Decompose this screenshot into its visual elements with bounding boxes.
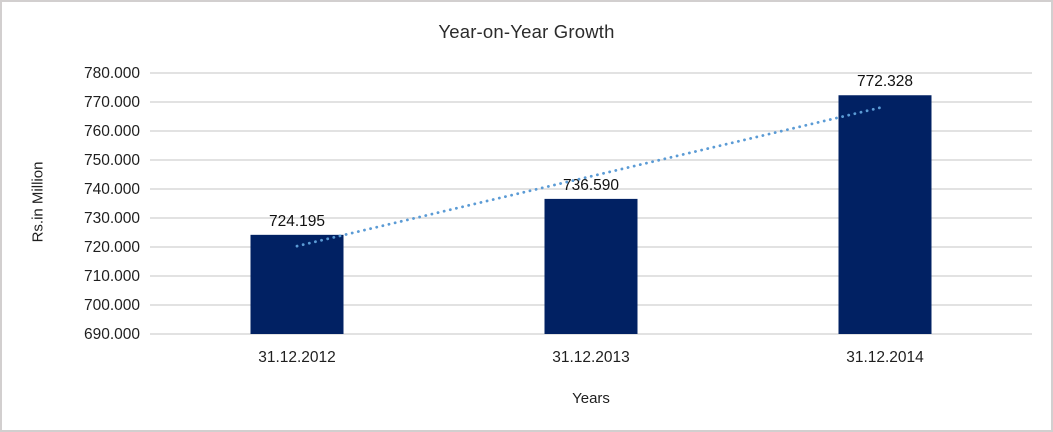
data-label: 736.590 (563, 177, 619, 194)
x-tick-label: 31.12.2013 (552, 349, 630, 366)
y-tick-label: 700.000 (84, 297, 140, 314)
bar-31.12.2014[interactable] (838, 95, 932, 334)
y-tick-label: 720.000 (84, 239, 140, 256)
bar-31.12.2013[interactable] (544, 198, 638, 334)
y-tick-label: 770.000 (84, 94, 140, 111)
y-tick-label: 690.000 (84, 326, 140, 343)
y-tick-label: 780.000 (84, 65, 140, 82)
y-tick-label: 740.000 (84, 181, 140, 198)
x-tick-label: 31.12.2012 (258, 349, 336, 366)
data-label: 724.195 (269, 213, 325, 230)
y-tick-label: 710.000 (84, 268, 140, 285)
x-tick-label: 31.12.2014 (846, 349, 924, 366)
trendline (295, 105, 887, 248)
y-tick-label: 750.000 (84, 152, 140, 169)
data-label: 772.328 (857, 73, 913, 90)
bar-31.12.2012[interactable] (250, 234, 344, 334)
y-tick-label: 760.000 (84, 123, 140, 140)
y-tick-label: 730.000 (84, 210, 140, 227)
chart-title: Year-on-Year Growth (438, 21, 615, 42)
x-axis-title: Years (572, 390, 610, 407)
